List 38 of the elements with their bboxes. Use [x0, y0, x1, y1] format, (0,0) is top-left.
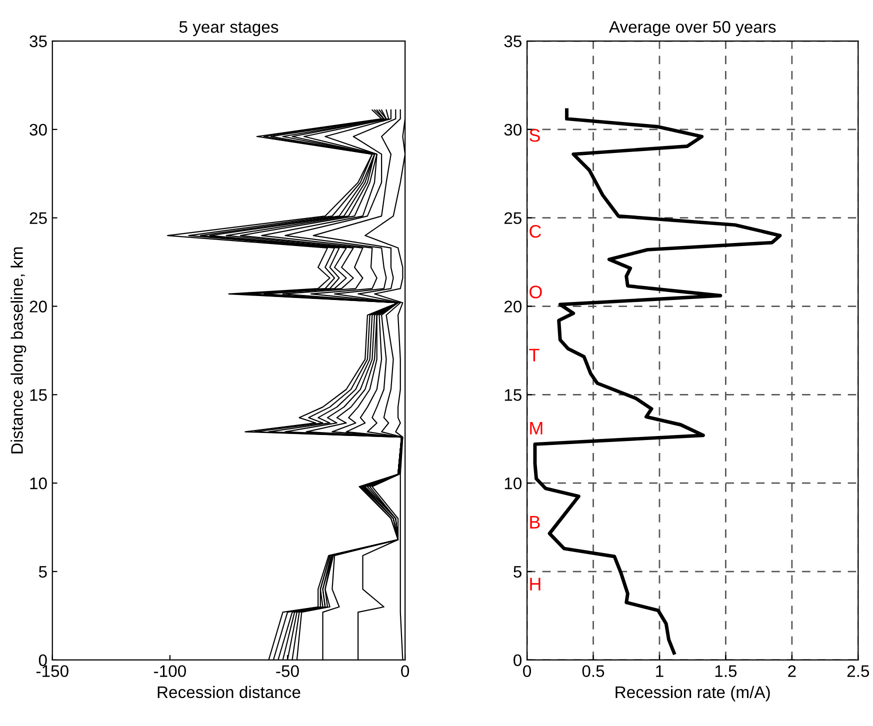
y-tick-label: 15 [30, 389, 47, 401]
annotation: H [530, 578, 540, 590]
x-tick-label: 0 [401, 665, 410, 678]
x-tick-label: 1.5 [715, 665, 737, 678]
chart-title: 5 year stages [179, 21, 278, 36]
y-tick-label: 20 [30, 300, 47, 312]
annotation: C [530, 224, 542, 238]
x-tick-label: -150 [36, 665, 68, 678]
chart-title: Average over 50 years [608, 21, 776, 36]
y-tick-label: 30 [30, 124, 47, 136]
x-tick-label: 2.5 [847, 665, 870, 678]
y-tick-label: 20 [504, 300, 522, 312]
x-axis-title: Recession rate (m/A) [616, 686, 770, 702]
y-tick-label: 25 [504, 212, 522, 224]
x-tick-label: -50 [276, 665, 299, 678]
y-tick-label: 10 [504, 478, 522, 490]
y-tick-label: 5 [38, 566, 47, 578]
x-tick-label: 0 [523, 665, 532, 678]
y-tick-label: 5 [514, 566, 522, 578]
y-tick-label: 35 [504, 35, 522, 48]
y-tick-label: 35 [30, 35, 47, 48]
x-tick-label: 1 [656, 665, 664, 677]
x-tick-label: 0.5 [582, 665, 604, 678]
annotation: O [530, 286, 542, 298]
y-tick-label: 0 [514, 654, 522, 666]
y-tick-label: 10 [30, 478, 47, 490]
y-tick-label: 15 [504, 389, 522, 401]
x-tick-label: 2 [788, 665, 796, 677]
y-tick-label: 25 [30, 212, 47, 224]
y-axis-title: Distance along baseline, km [10, 247, 26, 454]
annotation: S [530, 129, 540, 142]
x-axis-title: Recession distance [158, 686, 300, 698]
x-tick-label: -100 [154, 665, 186, 678]
y-tick-label: 30 [504, 124, 522, 136]
annotation: B [530, 516, 540, 528]
y-tick-label: 0 [38, 654, 47, 666]
annotation: M [530, 422, 542, 434]
annotation: T [529, 348, 540, 362]
